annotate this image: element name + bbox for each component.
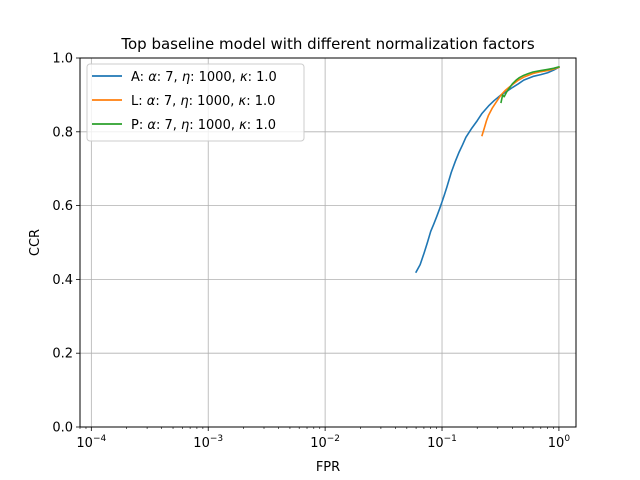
x-tick-base: 10 [193, 436, 210, 451]
x-tick-exponent: 0 [564, 434, 570, 444]
legend-value: : 1000, [189, 118, 239, 133]
x-tick-exponent: −2 [327, 434, 340, 444]
legend-entry-label: P: α: 7, η: 1000, κ: 1.0 [131, 118, 276, 133]
axes-frame [79, 57, 577, 428]
legend-value: : 1.0 [246, 94, 275, 109]
legend-value: : 7, [157, 70, 182, 85]
legend: A: α: 7, η: 1000, κ: 1.0L: α: 7, η: 1000… [86, 63, 305, 142]
y-ticks: 0.0 0.2 0.4 0.6 0.8 1.0 [52, 52, 80, 436]
x-tick-label: 10−4 [76, 434, 106, 451]
x-tick-base: 10 [76, 436, 93, 451]
legend-value: : 1.0 [247, 118, 276, 133]
legend-entry-label: A: α: 7, η: 1000, κ: 1.0 [131, 70, 277, 85]
plot-lines [415, 65, 561, 274]
legend-value: : 7, [155, 94, 180, 109]
legend-value: : 7, [156, 118, 181, 133]
legend-value: : 1.0 [248, 70, 277, 85]
x-tick-base: 10 [310, 436, 327, 451]
legend-prefix: A: [131, 70, 148, 85]
x-tick-label: 10−2 [310, 434, 340, 451]
legend-prefix: L: [131, 94, 147, 109]
chart-title: Top baseline model with different normal… [120, 35, 534, 53]
x-tick-exponent: −4 [93, 434, 107, 444]
legend-symbol: κ [239, 118, 247, 133]
x-axis-title: FPR [316, 460, 340, 475]
legend-value: : 1000, [189, 94, 239, 109]
legend-symbol: α [148, 70, 157, 85]
series-line-a [415, 66, 561, 274]
legend-symbol: η [180, 94, 188, 109]
y-tick-label: 0.2 [52, 347, 73, 362]
y-tick-label: 0.8 [52, 125, 73, 140]
x-tick-label: 10−1 [427, 434, 457, 451]
y-tick-label: 0.4 [52, 273, 73, 288]
legend-prefix: P: [131, 118, 147, 133]
x-tick-label: 10−3 [193, 434, 223, 451]
legend-box [86, 63, 305, 142]
legend-symbol: α [147, 118, 156, 133]
x-tick-exponent: −3 [210, 434, 223, 444]
x-tick-exponent: −1 [444, 434, 457, 444]
x-tick-label: 100 [548, 434, 571, 451]
legend-symbol: η [181, 118, 189, 133]
y-tick-label: 0.0 [52, 421, 73, 436]
legend-value: : 1000, [190, 70, 240, 85]
legend-entry-label: L: α: 7, η: 1000, κ: 1.0 [131, 94, 275, 109]
legend-symbol: η [182, 70, 190, 85]
legend-symbol: α [147, 94, 156, 109]
x-tick-base: 10 [548, 436, 565, 451]
x-ticks: 10−4 10−3 10−2 10−1 100 [76, 427, 570, 451]
x-tick-base: 10 [427, 436, 444, 451]
y-tick-label: 1.0 [52, 52, 73, 67]
legend-symbol: κ [240, 70, 248, 85]
series-line-p [500, 65, 560, 104]
legend-symbol: κ [239, 94, 247, 109]
y-tick-label: 0.6 [52, 199, 73, 214]
y-axis-title: CCR [28, 229, 43, 256]
